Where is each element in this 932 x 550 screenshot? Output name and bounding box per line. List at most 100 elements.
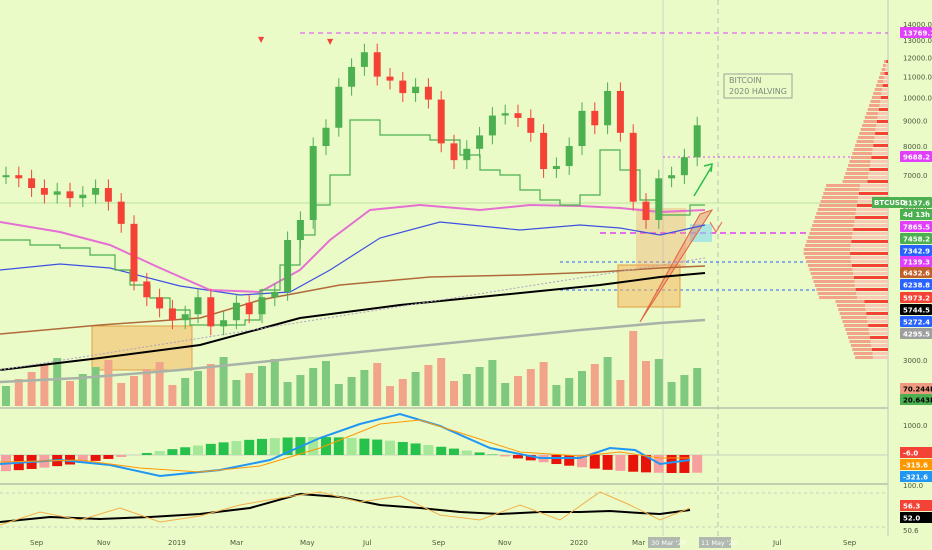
svg-text:6238.8: 6238.8 [903, 282, 930, 290]
vp-bar [854, 220, 888, 223]
candle-body [28, 178, 36, 189]
vp-bar [873, 92, 882, 95]
vp-bar [864, 116, 878, 119]
vp-bar [880, 72, 885, 75]
vp-bar [862, 124, 877, 127]
vp-bar [880, 96, 888, 99]
vp-bar [868, 172, 888, 175]
vp-bar [865, 304, 888, 307]
macd-hist-bar [615, 455, 626, 471]
volume-bar [40, 365, 49, 406]
supertrend [0, 119, 705, 326]
vp-bar [846, 332, 870, 335]
candle-body [552, 166, 560, 170]
candle-body [578, 110, 586, 147]
price-tick-label: 3000.0 [903, 357, 928, 365]
vp-bar [873, 356, 888, 359]
vp-bar [869, 168, 888, 171]
vp-bar [849, 160, 871, 163]
candle-body [360, 52, 368, 67]
macd-hist-bar [641, 455, 651, 473]
volume-bar [322, 361, 330, 406]
time-tick-label: Nov [97, 539, 111, 547]
vp-bar [824, 188, 860, 191]
svg-text:-315.6: -315.6 [903, 462, 928, 470]
vp-bar [849, 340, 871, 343]
candle-body [642, 201, 650, 220]
vp-bar [814, 284, 856, 287]
volume-bar [578, 371, 586, 406]
vp-bar [810, 272, 854, 275]
vp-bar [859, 132, 876, 135]
vp-bar [855, 288, 888, 291]
volume-bar [680, 375, 689, 406]
price-tick-label: 9000.0 [903, 117, 928, 125]
vp-bar [878, 76, 884, 79]
candle-body [668, 175, 676, 179]
volume-bar [78, 374, 87, 406]
time-tick-label: Nov [498, 539, 512, 547]
svg-text:5272.4: 5272.4 [903, 319, 930, 327]
vp-bar [870, 164, 888, 167]
trendline-dotted [0, 257, 706, 371]
vp-bar [813, 280, 855, 283]
macd-hist-bar [385, 440, 395, 455]
volume-bar [514, 376, 522, 406]
macd-hist-bar [103, 455, 114, 459]
vp-bar [871, 344, 888, 347]
macd-hist-bar [423, 445, 434, 455]
candle-body [79, 194, 87, 199]
vp-bar [874, 136, 888, 139]
macd-hist-bar [410, 443, 421, 455]
svg-text:4d 13h: 4d 13h [903, 211, 930, 219]
target-box [690, 224, 712, 242]
accumulation-box-2 [617, 264, 681, 308]
vp-bar [860, 184, 888, 187]
vp-bar [867, 320, 888, 323]
candle-body [156, 297, 164, 309]
date-badge [699, 537, 731, 548]
candle-body [15, 175, 23, 179]
volume-bar [501, 383, 510, 406]
vp-bar [803, 252, 851, 255]
time-tick-label: 2019 [168, 539, 186, 547]
candle-body [437, 99, 445, 144]
vp-bar [853, 148, 873, 151]
vp-bar [809, 232, 853, 235]
candle-body [412, 86, 420, 94]
candle-body [296, 219, 304, 241]
time-tick-label: Sep [432, 539, 446, 547]
volume-bar [424, 365, 433, 406]
volume-bar [232, 380, 241, 406]
vp-bar [835, 300, 865, 303]
price-tag: 7865.5 [900, 221, 932, 232]
candle-body [194, 297, 202, 315]
candle-body [629, 132, 637, 202]
svg-text:-6.0: -6.0 [903, 450, 918, 458]
volume-bar [245, 373, 254, 406]
macd-hist-bar [525, 455, 536, 461]
vp-bar [850, 344, 872, 347]
sell-marker: ▼ [327, 37, 334, 46]
candle-body [386, 76, 394, 81]
vp-bar [843, 324, 869, 327]
svg-text:7865.5: 7865.5 [903, 224, 930, 232]
down-chevron [709, 221, 723, 234]
vp-bar [870, 160, 888, 163]
vp-bar [812, 224, 854, 227]
svg-text:7458.2: 7458.2 [903, 236, 930, 244]
price-tick-label: 12000.0 [903, 55, 932, 63]
volume-bar [526, 369, 535, 406]
vp-bar [882, 84, 888, 87]
vp-bar [876, 120, 888, 123]
candle-body [591, 110, 599, 126]
price-tick-label: 7000.0 [903, 172, 928, 180]
volume-bar [283, 382, 292, 406]
volume-bar [181, 378, 190, 406]
volume-bar [130, 376, 138, 406]
vp-bar [883, 80, 888, 83]
up-arrow [693, 165, 713, 197]
vp-bar [882, 88, 888, 91]
volume-bar [386, 386, 394, 406]
